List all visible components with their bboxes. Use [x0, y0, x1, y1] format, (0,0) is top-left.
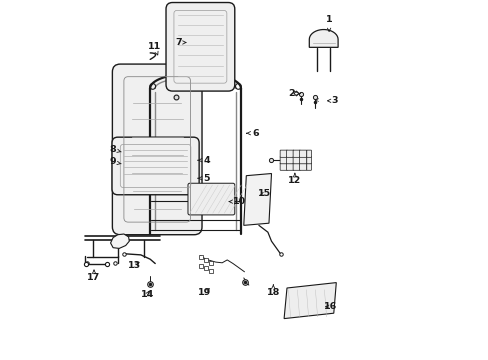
- Text: 3: 3: [327, 96, 337, 105]
- Polygon shape: [244, 174, 271, 225]
- FancyBboxPatch shape: [299, 150, 306, 157]
- Text: 15: 15: [257, 189, 270, 198]
- Text: 14: 14: [141, 290, 154, 299]
- FancyBboxPatch shape: [112, 64, 202, 235]
- FancyBboxPatch shape: [286, 150, 293, 157]
- Text: 11: 11: [147, 42, 161, 55]
- Polygon shape: [309, 30, 337, 47]
- Text: 18: 18: [266, 285, 280, 297]
- FancyBboxPatch shape: [166, 3, 234, 91]
- FancyBboxPatch shape: [280, 150, 287, 157]
- FancyBboxPatch shape: [306, 150, 311, 157]
- FancyBboxPatch shape: [292, 150, 300, 157]
- Polygon shape: [284, 283, 336, 319]
- Text: 2: 2: [287, 89, 300, 98]
- FancyBboxPatch shape: [280, 157, 287, 164]
- Text: 6: 6: [246, 129, 258, 138]
- FancyBboxPatch shape: [187, 183, 234, 215]
- Text: 19: 19: [198, 288, 211, 297]
- FancyBboxPatch shape: [292, 157, 300, 164]
- FancyBboxPatch shape: [306, 157, 311, 164]
- FancyBboxPatch shape: [299, 157, 306, 164]
- FancyBboxPatch shape: [306, 163, 311, 170]
- Text: 12: 12: [288, 173, 301, 185]
- Text: 10: 10: [229, 197, 245, 206]
- Text: 7: 7: [175, 38, 185, 47]
- Text: 16: 16: [324, 302, 337, 311]
- Text: 5: 5: [198, 174, 209, 183]
- FancyBboxPatch shape: [299, 163, 306, 170]
- FancyBboxPatch shape: [286, 157, 293, 164]
- Polygon shape: [110, 234, 129, 248]
- Text: 9: 9: [109, 157, 121, 166]
- FancyBboxPatch shape: [292, 163, 300, 170]
- FancyBboxPatch shape: [280, 163, 287, 170]
- Text: 1: 1: [325, 15, 332, 31]
- FancyBboxPatch shape: [112, 137, 199, 195]
- Text: 17: 17: [87, 270, 101, 282]
- Text: 8: 8: [109, 145, 121, 154]
- Text: 4: 4: [198, 156, 209, 165]
- Text: 13: 13: [128, 261, 141, 270]
- FancyBboxPatch shape: [286, 163, 293, 170]
